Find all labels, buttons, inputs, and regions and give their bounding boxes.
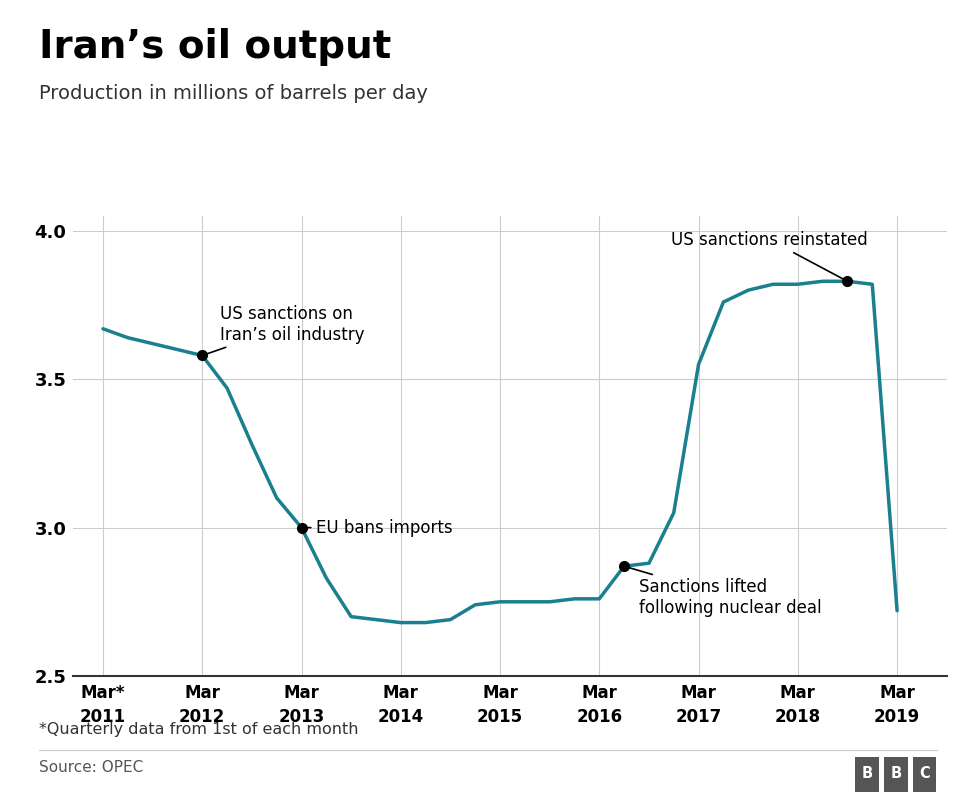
Text: Iran’s oil output: Iran’s oil output — [39, 28, 391, 66]
Text: C: C — [919, 766, 930, 781]
Text: EU bans imports: EU bans imports — [305, 518, 453, 537]
Text: US sanctions reinstated: US sanctions reinstated — [671, 230, 868, 280]
FancyBboxPatch shape — [855, 757, 879, 792]
Text: B: B — [890, 766, 902, 781]
FancyBboxPatch shape — [913, 757, 936, 792]
Text: Production in millions of barrels per day: Production in millions of barrels per da… — [39, 84, 427, 103]
Text: Source: OPEC: Source: OPEC — [39, 760, 143, 775]
Text: *Quarterly data from 1st of each month: *Quarterly data from 1st of each month — [39, 722, 358, 737]
FancyBboxPatch shape — [884, 757, 908, 792]
Text: Sanctions lifted
following nuclear deal: Sanctions lifted following nuclear deal — [627, 567, 822, 617]
Text: US sanctions on
Iran’s oil industry: US sanctions on Iran’s oil industry — [205, 305, 365, 354]
Text: B: B — [862, 766, 873, 781]
